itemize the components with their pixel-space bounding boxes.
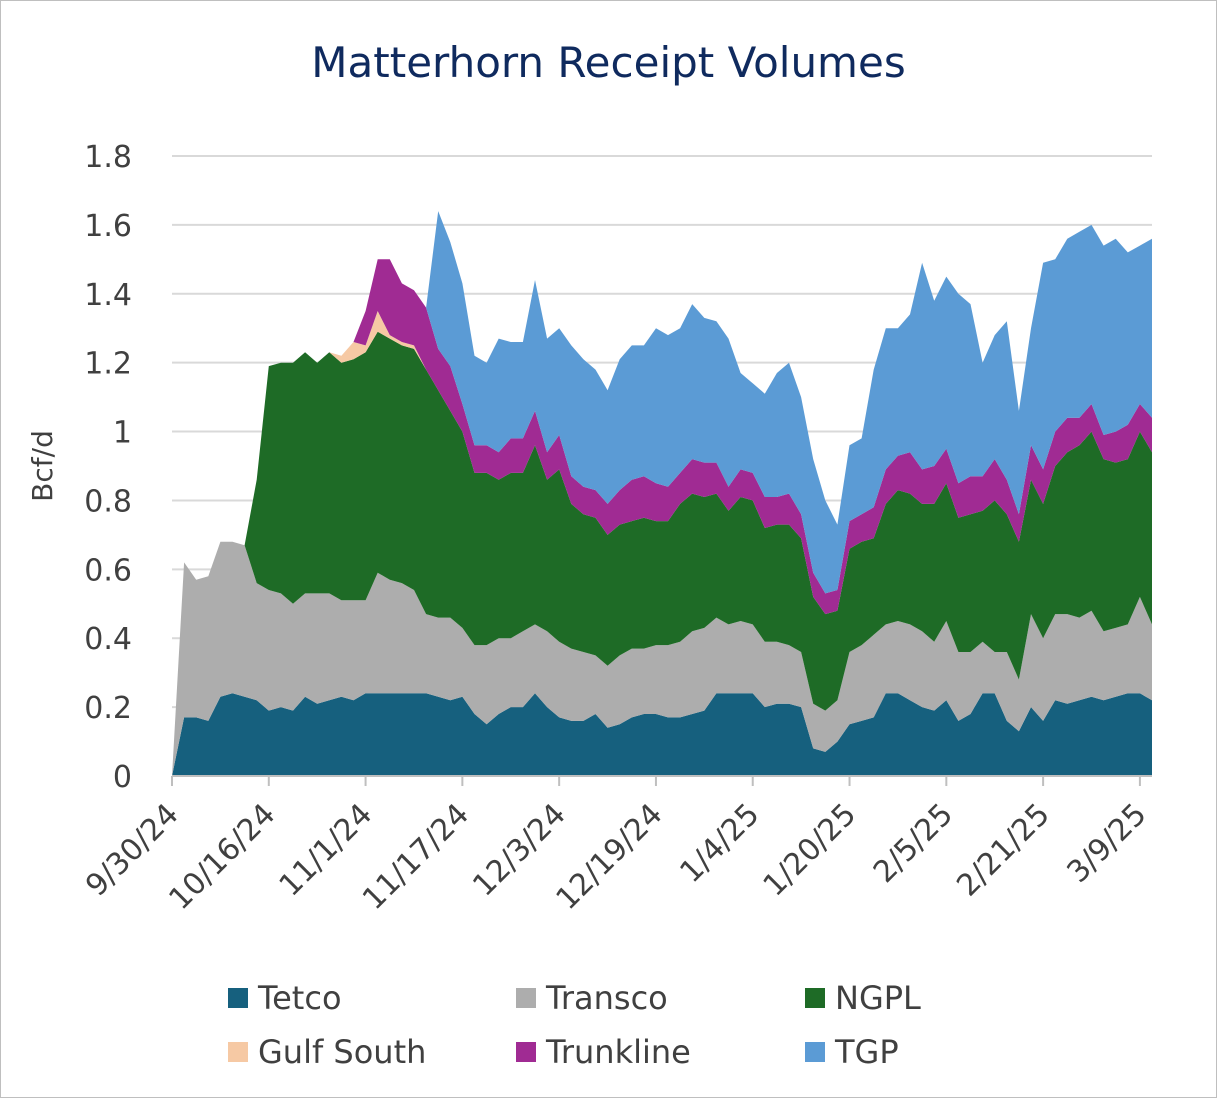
y-tick-labels: 0 0.2 0.4 0.6 0.8 1 1.2 1.4 1.6 1.8: [84, 140, 132, 795]
x-tick-labels: 9/30/2410/16/2411/1/2411/17/2412/3/2412/…: [79, 797, 1153, 917]
legend-item-trunkline: Trunkline: [516, 1032, 691, 1072]
y-tick-label: 1.6: [84, 209, 132, 244]
legend-item-tetco: Tetco: [228, 978, 342, 1018]
y-tick-label: 0.6: [84, 553, 132, 588]
x-axis: [171, 775, 1152, 786]
chart-title: Matterhorn Receipt Volumes: [311, 38, 906, 87]
x-tick-label: 1/20/25: [757, 797, 864, 904]
y-axis-label: Bcf/d: [26, 430, 59, 502]
legend-label: Tetco: [258, 979, 342, 1017]
legend-label: TGP: [835, 1033, 899, 1071]
y-tick-label: 0.2: [84, 691, 132, 726]
y-tick-label: 1: [113, 416, 132, 451]
x-tick-label: 1/4/25: [673, 797, 766, 890]
legend-swatch: [805, 1042, 825, 1062]
legend-item-gulf-south: Gulf South: [228, 1032, 426, 1072]
area-tetco: [172, 693, 1152, 776]
y-tick-label: 1.8: [84, 140, 132, 175]
legend-item-transco: Transco: [516, 978, 668, 1018]
legend-swatch: [516, 1042, 536, 1062]
y-tick-label: 1.2: [84, 347, 132, 382]
area-tgp: [172, 211, 1152, 777]
x-tick-label: 3/9/25: [1061, 797, 1154, 890]
x-tick-label: 10/16/24: [162, 797, 282, 917]
y-tick-label: 0.4: [84, 622, 132, 657]
legend-label: NGPL: [835, 979, 921, 1017]
y-tick-label: 0: [113, 760, 132, 795]
x-tick-label: 12/19/24: [550, 797, 670, 917]
legend-swatch: [805, 988, 825, 1008]
x-tick-label: 2/5/25: [867, 797, 960, 890]
area-trunkline: [172, 259, 1152, 776]
x-tick-label: 11/17/24: [356, 797, 476, 917]
legend-swatch: [228, 1042, 248, 1062]
legend-label: Gulf South: [258, 1033, 427, 1071]
area-transco: [172, 541, 1152, 776]
legend-swatch: [228, 988, 248, 1008]
legend-item-ngpl: NGPL: [805, 978, 921, 1018]
stacked-areas: [172, 211, 1152, 777]
area-ngpl: [172, 331, 1152, 776]
legend-swatch: [516, 988, 536, 1008]
legend-item-tgp: TGP: [805, 1032, 899, 1072]
legend-label: Trunkline: [546, 1033, 691, 1071]
y-tick-label: 1.4: [84, 278, 132, 313]
x-tick-label: 2/21/25: [950, 797, 1057, 904]
legend-label: Transco: [546, 979, 668, 1017]
y-tick-label: 0.8: [84, 484, 132, 519]
